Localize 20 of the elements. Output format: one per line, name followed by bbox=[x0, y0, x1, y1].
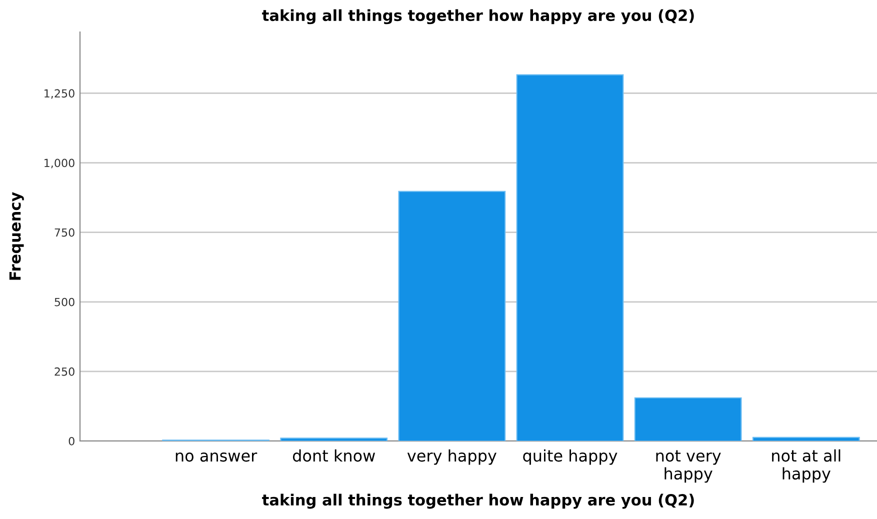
bar bbox=[398, 190, 506, 441]
x-tick-label: not very happy bbox=[656, 450, 721, 483]
x-tick-label: quite happy bbox=[523, 449, 618, 465]
x-tick-label: very happy bbox=[407, 449, 496, 465]
bar bbox=[516, 74, 624, 441]
x-tick-label: not at all happy bbox=[772, 449, 840, 483]
x-tick-label: no answer bbox=[176, 452, 258, 462]
chart-title: taking all things together how happy are you (Q2) bbox=[262, 9, 694, 24]
y-tick-label: 500 bbox=[54, 298, 74, 306]
y-tick-label: 750 bbox=[54, 228, 74, 237]
y-tick-label: 250 bbox=[54, 367, 74, 376]
y-tick-label: 1,000 bbox=[44, 158, 74, 168]
x-axis-title: taking all things together how happy are you (Q2) bbox=[262, 494, 694, 509]
y-axis-title: Frequency bbox=[9, 192, 24, 280]
bar bbox=[752, 436, 860, 441]
bar bbox=[634, 397, 742, 441]
y-tick-label: 1,250 bbox=[44, 89, 74, 99]
x-tick-label: dont know bbox=[292, 449, 375, 462]
y-tick-label: 0 bbox=[68, 436, 74, 446]
bar bbox=[280, 438, 388, 441]
